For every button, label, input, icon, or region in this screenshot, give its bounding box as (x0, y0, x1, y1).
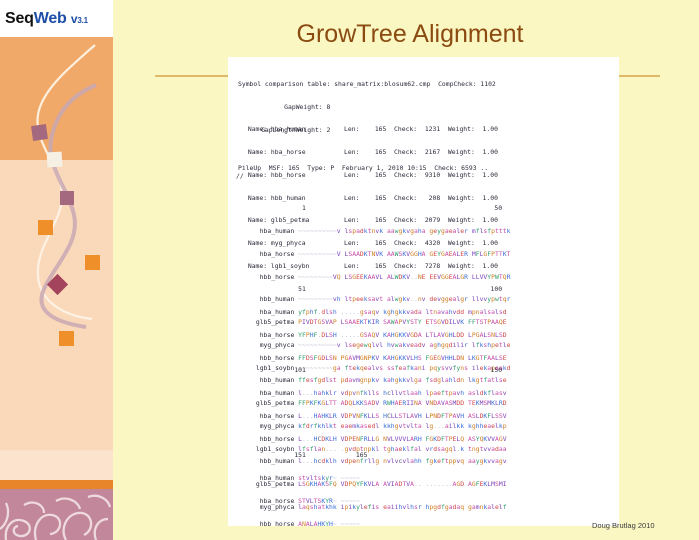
alignment-row: hbb_human ~~~~~~~~~vh ltpeeksavt alwgkv.… (252, 295, 511, 304)
report-header-line: PileUp MSF: 165 Type: P February 1, 2010… (238, 163, 489, 172)
alignment-row: hba_horse YFPHF.DLSH .....GSAQV KAHGKKVG… (252, 330, 507, 339)
logo-version-text: 3.1 (77, 15, 88, 25)
report-header-block: Symbol comparison table: share_matrix:bl… (238, 66, 496, 188)
alignment-row: glb5_petma LSGKHAKSFQ VDPQYFKVLA AVIADTV… (252, 480, 507, 489)
sidebar-square-4 (38, 220, 53, 235)
alignment-row: hba_horse ~~~~~~~~~~V LSAADKTNVK AAWSKVG… (252, 249, 511, 258)
logo-web-text: Web (33, 9, 67, 27)
alignment-output-panel: Symbol comparison table: share_matrix:bl… (228, 57, 619, 526)
sequence-record-row: Name: hba_human Len: 165 Check: 1231 Wei… (244, 125, 498, 134)
alignment-row: hba_human stvltskyr~ ~~~~~ (252, 473, 360, 482)
alignment-row: lgb1_soybn lfsflan... .gvdptnpkl tghaekl… (252, 444, 507, 453)
sidebar-band-pale (0, 450, 113, 480)
alignment-row: hba_horse L...HAHKLR VDPVNFKLLS HCLLSTLA… (252, 411, 507, 420)
alignment-row: myg_phyca laqshatkhk ipikylefis eaiihvlh… (252, 502, 507, 511)
alignment-row: hbb_human ffesfgdlst pdavmgnpkv kahgkkvl… (252, 376, 507, 385)
alignment-row: hbb_horse FFDSFGDLSN PGAVMGNPKV KAHGKKVL… (252, 353, 507, 362)
alignment-row: hba_human ~~~~~~~~~~v lspadktnvk aawgkvg… (252, 226, 511, 235)
alignment-row: hbb_horse L...HCDKLH VDPENFRLLG NVLVVVLA… (252, 434, 507, 443)
paisley-pattern-icon (0, 494, 112, 540)
alignment-row: myg_phyca kfdrfkhlkt eaemkasedl kkhgvtvl… (252, 421, 507, 430)
sequence-record-row: Name: glb5_petma Len: 165 Check: 2079 We… (244, 216, 498, 225)
sequence-record-row: Name: hbb_horse Len: 165 Check: 9310 Wei… (244, 170, 498, 179)
logo-seq-text: Seq (5, 9, 34, 27)
report-header-line: GapWeight: 8 (238, 102, 331, 111)
alignment-row: myg_phyca ~~~~~~~~~~v lsegewqlvl hvwakve… (252, 340, 511, 349)
sequence-records-block: Name: hba_human Len: 165 Check: 1231 Wei… (244, 111, 498, 286)
record-separator: // (236, 172, 244, 180)
sequence-record-row: Name: hbb_human Len: 165 Check: 208 Weig… (244, 193, 498, 202)
sidebar-band-orange (0, 480, 113, 489)
logo-v-text: v (70, 11, 78, 26)
alignment-ruler: 1 50 (252, 204, 503, 213)
sequence-record-row: Name: hba_horse Len: 165 Check: 2167 Wei… (244, 147, 498, 156)
alignment-row: hbb_horse ANALAHKYH~ ~~~~~ (252, 519, 360, 526)
alignment-ruler: 101 150 (252, 366, 503, 375)
sidebar-square-3 (60, 191, 74, 205)
sidebar-square-1 (31, 124, 48, 141)
sidebar-square-5 (85, 255, 100, 270)
alignment-block-4: 151 165 hba_human stvltskyr~ ~~~~~ hba_h… (252, 437, 368, 526)
alignment-row: lgb1_soybn ~~~~~~~~~ga ftekqealvs ssfeaf… (252, 363, 511, 372)
page-title: GrowTree Alignment (296, 20, 524, 48)
sidebar-square-7 (59, 331, 74, 346)
alignment-row: hbb_horse ~~~~~~~~~VQ LSGEEKAAVL ALWDKV.… (252, 272, 511, 281)
alignment-row: glb5_petma FFPKFKGLTT ADQLKKSADV RWHAERI… (252, 399, 507, 408)
alignment-ruler: 51 100 (252, 285, 503, 294)
decorative-sidebar: SeqWeb v3.1 (0, 0, 113, 540)
seqweb-logo: SeqWeb v3.1 (0, 0, 113, 37)
sequence-record-row: Name: lgb1_soybn Len: 165 Check: 7278 We… (244, 261, 498, 270)
sidebar-ribbon-graphic (36, 44, 97, 329)
alignment-block-3: 101 150 hba_human l...hahklr vdpvnfklls … (252, 352, 507, 526)
sidebar-band-dark (0, 37, 113, 160)
sidebar-band-light (0, 160, 113, 450)
alignment-block-2: 51 100 hba_human yfphf.dlsh .....gsaqv k… (252, 271, 507, 468)
alignment-row: glb5_petma PIVDTGSVAP LSAAEKTKIR SAWAPVY… (252, 318, 507, 327)
alignment-block-1: 1 50 hba_human ~~~~~~~~~~v lspadktnvk aa… (252, 190, 511, 387)
sequence-record-row: Name: myg_phyca Len: 165 Check: 4320 Wei… (244, 239, 498, 248)
alignment-row: hba_horse STVLTSKYR~ ~~~~~ (252, 496, 360, 505)
report-header-line: GapLengthWeight: 2 (238, 125, 331, 134)
report-header-line: Symbol comparison table: share_matrix:bl… (238, 80, 496, 89)
alignment-ruler: 151 165 (252, 451, 368, 460)
alignment-row: hbb_human l...hcdklh vdpenfrllg nvlvcvla… (252, 457, 507, 466)
alignment-row: hba_human l...hahklr vdpvnfklls hcllvtla… (252, 388, 507, 397)
sidebar-square-2 (46, 151, 63, 168)
alignment-row: hba_human yfphf.dlsh .....gsaqv kghgkkva… (252, 307, 507, 316)
slide-credit: Doug Brutlag 2010 (592, 521, 655, 530)
sidebar-paisley-texture (0, 489, 113, 540)
